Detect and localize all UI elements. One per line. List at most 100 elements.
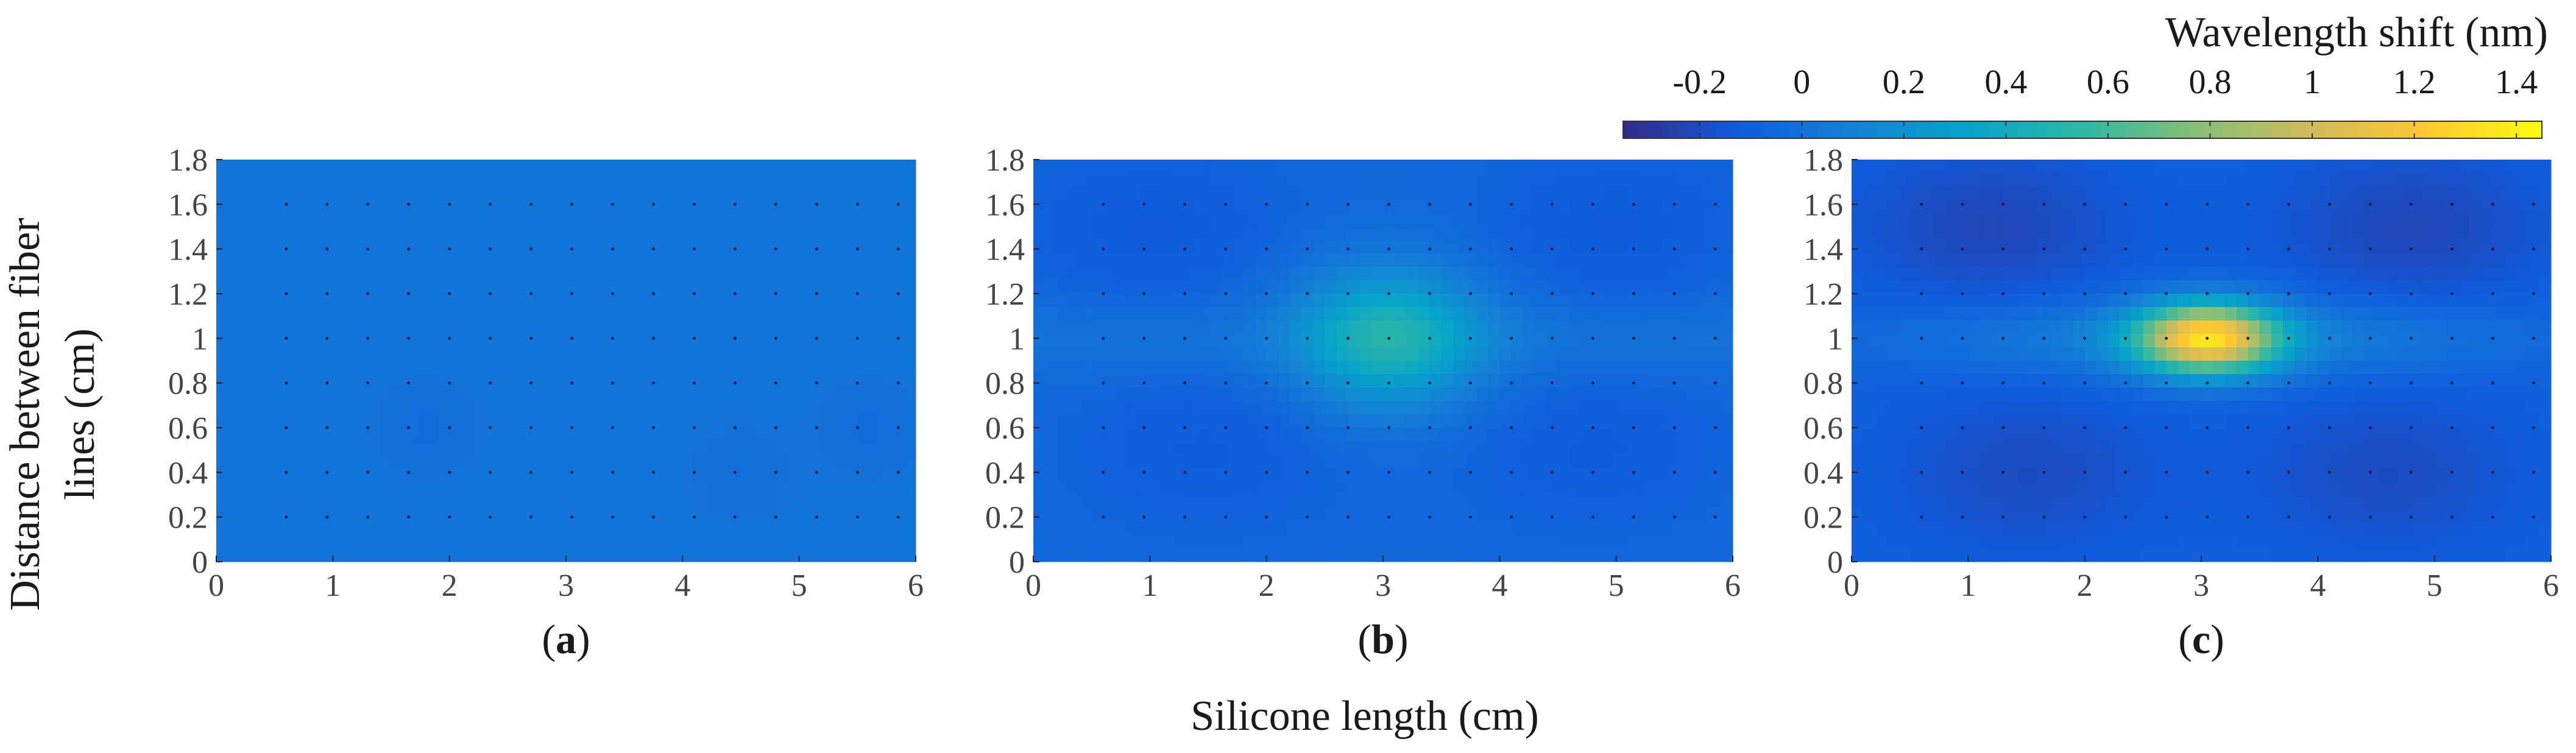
heatmap-cell [1429,307,1442,321]
sensor-point [529,336,533,340]
heatmap-cell [1863,173,1875,187]
heatmap-cell [1476,481,1488,495]
heatmap-cell [274,387,287,401]
heatmap-cell [612,160,625,174]
heatmap-cell [880,240,893,254]
heatmap-cell [2516,307,2528,321]
sensor-point [489,381,492,385]
heatmap-cell [2271,320,2284,334]
heatmap-cell [297,548,310,562]
heatmap-cell [659,213,671,227]
heatmap-cell [508,347,520,361]
heatmap-cell [682,387,695,401]
heatmap-cell [566,240,578,254]
heatmap-cell [286,495,299,509]
heatmap-cell [1184,468,1197,482]
heatmap-cell [1968,307,1981,321]
heatmap-cell [1604,468,1617,482]
heatmap-cell [1266,387,1279,401]
heatmap-cell [333,227,345,241]
heatmap-cell [752,508,765,522]
heatmap-cell [1301,160,1314,174]
heatmap-cell [671,213,683,227]
heatmap-cell [1161,294,1174,308]
heatmap-cell [554,227,567,241]
heatmap-cell [659,253,671,267]
heatmap-cell [426,414,439,428]
heatmap-cell [2003,361,2015,375]
heatmap-cell [834,186,846,200]
heatmap-cell [344,213,357,227]
heatmap-cell [1348,441,1361,455]
heatmap-cell [472,548,485,562]
heatmap-cell [508,387,520,401]
heatmap-cell [2096,173,2109,187]
heatmap-cell [1127,267,1139,281]
heatmap-cell [519,414,532,428]
heatmap-cell [1278,401,1290,415]
heatmap-cell [1546,334,1559,348]
heatmap-cell [1581,481,1593,495]
heatmap-cell [1313,468,1325,482]
heatmap-cell [717,495,730,509]
heatmap-cell [1534,495,1547,509]
heatmap-cell [578,441,590,455]
heatmap-cell [1208,361,1220,375]
heatmap-cell [542,253,555,267]
heatmap-cell [857,320,870,334]
heatmap-cell [461,481,473,495]
heatmap-cell [1289,361,1302,375]
heatmap-cell [2271,253,2284,267]
heatmap-cell [1441,535,1454,549]
heatmap-cell [2539,240,2552,254]
heatmap-cell [799,508,812,522]
heatmap-cell [1418,267,1431,281]
heatmap-cell [1488,481,1500,495]
heatmap-cell [1325,508,1337,522]
heatmap-cell [717,173,730,187]
heatmap-cell [2073,294,2086,308]
heatmap-cell [647,454,660,468]
heatmap-cell [321,307,333,321]
heatmap-cell [1289,548,1302,562]
heatmap-cell [659,294,671,308]
heatmap-cell [1220,548,1232,562]
heatmap-cell [1313,414,1325,428]
heatmap-cell [1348,160,1361,174]
heatmap-cell [496,361,508,375]
heatmap-cell [2259,280,2272,294]
heatmap-cell [1499,361,1512,375]
sensor-point [1183,247,1187,251]
heatmap-cell [1593,401,1605,415]
heatmap-cell [1371,334,1384,348]
sensor-point [1265,426,1269,430]
heatmap-cell [1429,495,1442,509]
heatmap-cell [1627,160,1640,174]
heatmap-cell [2341,227,2354,241]
heatmap-cell [1395,227,1407,241]
heatmap-cell [2446,200,2458,214]
heatmap-cell [2271,307,2284,321]
heatmap-cell [682,401,695,415]
heatmap-cell [2154,186,2167,200]
heatmap-cell [1220,414,1232,428]
heatmap-cell [403,173,415,187]
heatmap-cell [1114,454,1127,468]
heatmap-cell [2248,186,2260,200]
sensor-point [407,426,411,430]
heatmap-cell [2120,200,2132,214]
heatmap-cell [554,267,567,281]
heatmap-cell [2050,160,2062,174]
heatmap-cell [1709,320,1722,334]
heatmap-cell [764,320,776,334]
heatmap-cell [461,361,473,375]
heatmap-cell [1325,267,1337,281]
heatmap-cell [1406,294,1418,308]
heatmap-cell [379,240,392,254]
colorbar-tick-label: 1.4 [2495,63,2538,101]
heatmap-cell [834,294,846,308]
heatmap-cell [1523,374,1535,388]
heatmap-cell [1968,160,1981,174]
heatmap-cell [356,173,369,187]
heatmap-cell [2201,320,2213,334]
